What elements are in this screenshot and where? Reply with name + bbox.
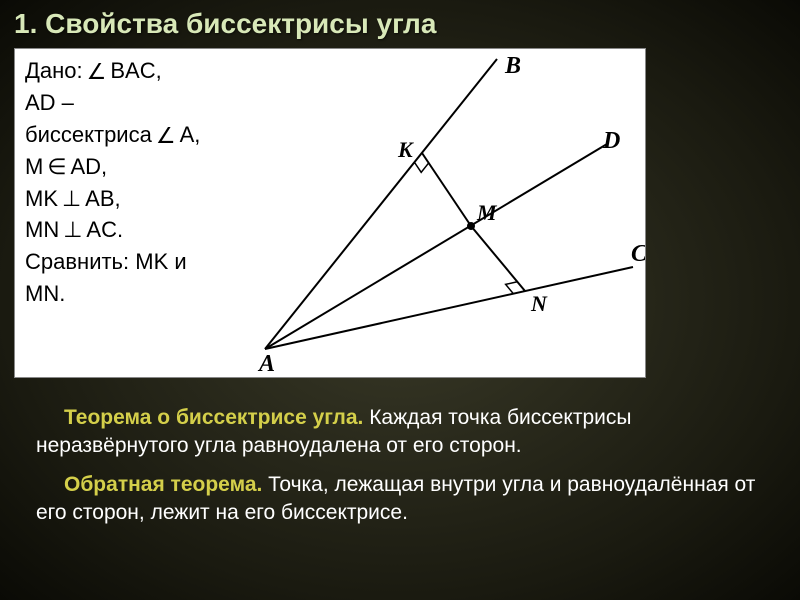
diagram-svg: A B C D M K N [215, 49, 645, 379]
theorem-2: Обратная теорема. Точка, лежащая внутри … [36, 471, 780, 528]
svg-text:N: N [530, 291, 548, 316]
given-text: AB, [85, 183, 120, 215]
given-line-2: AD – [25, 87, 200, 119]
angle-icon: ∠ [87, 56, 107, 88]
given-text: AC. [86, 214, 123, 246]
given-text: AD – [25, 87, 74, 119]
given-text: MN [25, 214, 59, 246]
given-line-7: Сравнить: MK и [25, 246, 200, 278]
given-text: M [25, 151, 43, 183]
given-line-1: Дано: ∠BAC, [25, 55, 200, 87]
theorem-1: Теорема о биссектрисе угла. Каждая точка… [36, 404, 780, 461]
diagram-svg-wrap: A B C D M K N [215, 49, 645, 379]
given-column: Дано: ∠BAC, AD – биссектриса ∠A, M ∈ AD,… [25, 55, 200, 310]
svg-text:B: B [504, 53, 521, 79]
given-text: Дано: [25, 55, 83, 87]
given-text: BAC, [110, 55, 161, 87]
given-text: MN. [25, 278, 65, 310]
svg-text:D: D [602, 128, 620, 154]
theorem-2-lead: Обратная теорема. [64, 473, 262, 496]
svg-text:C: C [631, 241, 645, 267]
perp-icon: ⊥ [63, 214, 82, 246]
given-text: AD, [71, 151, 108, 183]
given-text: Сравнить: MK и [25, 246, 187, 278]
svg-text:K: K [397, 137, 414, 162]
element-icon: ∈ [47, 151, 66, 183]
theorem-block: Теорема о биссектрисе угла. Каждая точка… [0, 386, 800, 547]
angle-icon: ∠ [156, 120, 176, 152]
page-title: 1. Свойства биссектрисы угла [0, 0, 800, 46]
given-line-3: биссектриса ∠A, [25, 119, 200, 151]
given-line-5: MK ⊥ AB, [25, 183, 200, 215]
given-line-6: MN ⊥ AC. [25, 214, 200, 246]
given-text: биссектриса [25, 119, 152, 151]
perp-icon: ⊥ [62, 183, 81, 215]
theorem-1-lead: Теорема о биссектрисе угла. [64, 406, 363, 429]
given-line-8: MN. [25, 278, 200, 310]
given-text: A, [180, 119, 201, 151]
given-line-4: M ∈ AD, [25, 151, 200, 183]
given-text: MK [25, 183, 58, 215]
svg-text:A: A [257, 351, 275, 377]
svg-text:M: M [476, 200, 498, 225]
figure-panel: Дано: ∠BAC, AD – биссектриса ∠A, M ∈ AD,… [14, 48, 646, 378]
